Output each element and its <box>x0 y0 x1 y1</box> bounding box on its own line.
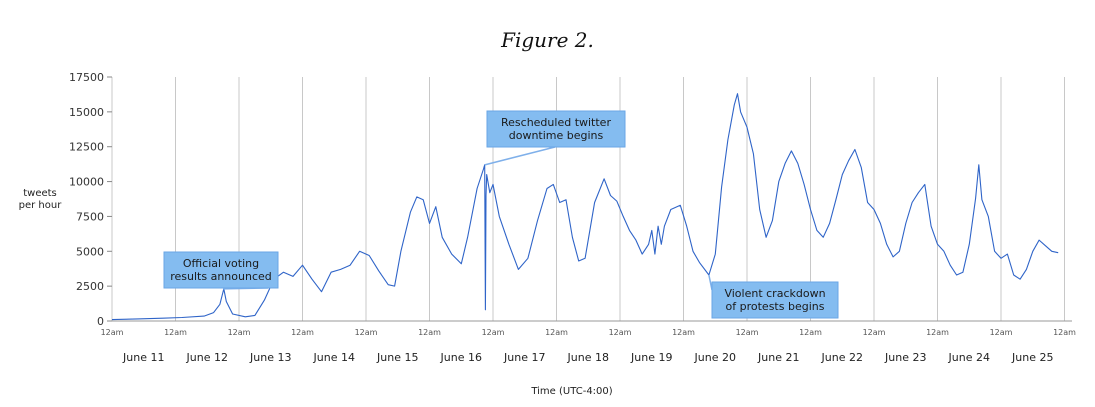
day-label: June 12 <box>186 351 228 364</box>
annotation-text: of protests begins <box>726 300 825 313</box>
annotation-box <box>711 281 839 319</box>
figure-title: Figure 2. <box>501 28 594 52</box>
annotation-box <box>486 110 626 148</box>
day-label: June 15 <box>376 351 418 364</box>
annotation-text: Rescheduled twitter <box>501 116 611 129</box>
midnight-tick-label: 12am <box>164 328 187 337</box>
midnight-tick-label: 12am <box>228 328 251 337</box>
day-label: June 21 <box>757 351 799 364</box>
midnight-tick-label: 12am <box>291 328 314 337</box>
x-axis-title: Time (UTC-4:00) <box>530 386 612 397</box>
day-label: June 23 <box>884 351 926 364</box>
midnight-tick-label: 12am <box>101 328 124 337</box>
day-label: June 16 <box>440 351 482 364</box>
midnight-tick-label: 12am <box>609 328 632 337</box>
day-label: June 17 <box>503 351 545 364</box>
annotation-leader-line <box>484 146 556 166</box>
midnight-tick-label: 12am <box>1053 328 1076 337</box>
midnight-tick-label: 12am <box>545 328 568 337</box>
y-tick-label: 15000 <box>69 106 104 119</box>
midnight-tick-label: 12am <box>482 328 505 337</box>
day-label: June 18 <box>567 351 609 364</box>
series-line-tweets-per-hour <box>111 93 1059 321</box>
midnight-tick-label: 12am <box>672 328 695 337</box>
day-label: June 11 <box>122 351 164 364</box>
y-tick-label: 12500 <box>69 141 104 154</box>
y-axis-title: tweets <box>23 188 57 199</box>
midnight-tick-label: 12am <box>418 328 441 337</box>
midnight-tick-label: 12am <box>736 328 759 337</box>
y-axis-title: per hour <box>19 200 63 211</box>
day-label: June 25 <box>1011 351 1053 364</box>
annotation-text: downtime begins <box>509 129 604 142</box>
midnight-tick-label: 12am <box>990 328 1013 337</box>
y-tick-label: 7500 <box>76 210 104 223</box>
day-label: June 22 <box>821 351 863 364</box>
y-tick-label: 2500 <box>76 280 104 293</box>
midnight-tick-label: 12am <box>926 328 949 337</box>
annotation-leader-line <box>708 274 713 291</box>
day-label: June 24 <box>948 351 990 364</box>
day-label: June 13 <box>249 351 291 364</box>
annotation-text: Official voting <box>183 257 259 270</box>
y-tick-label: 0 <box>97 315 104 328</box>
midnight-tick-label: 12am <box>355 328 378 337</box>
y-tick-label: 5000 <box>76 245 104 258</box>
annotation-text: Violent crackdown <box>724 287 825 300</box>
y-tick-label: 10000 <box>69 176 104 189</box>
annotation-box <box>163 251 279 289</box>
day-label: June 14 <box>313 351 355 364</box>
y-tick-label: 17500 <box>69 71 104 84</box>
midnight-tick-label: 12am <box>863 328 886 337</box>
midnight-tick-label: 12am <box>799 328 822 337</box>
annotation-text: results announced <box>170 270 272 283</box>
day-label: June 20 <box>694 351 736 364</box>
day-label: June 19 <box>630 351 672 364</box>
